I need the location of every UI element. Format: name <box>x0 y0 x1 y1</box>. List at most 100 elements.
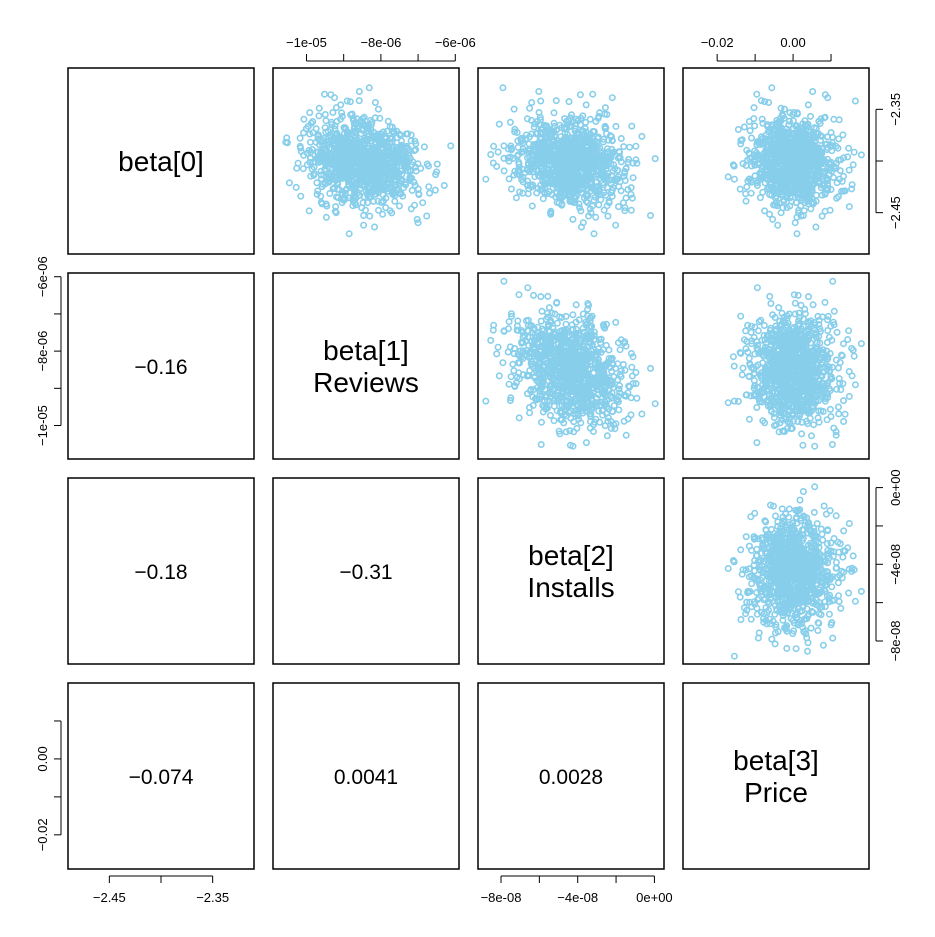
scatter-point <box>529 291 537 299</box>
scatter-point <box>786 166 794 174</box>
scatter-point <box>556 430 564 438</box>
scatter-point <box>588 202 596 210</box>
scatter-point <box>537 97 545 105</box>
scatter-point <box>511 382 519 390</box>
scatter-point <box>487 336 495 344</box>
scatter-point <box>620 143 628 151</box>
scatter-point <box>788 130 796 138</box>
scatter-point <box>799 190 807 198</box>
scatter-point <box>545 304 553 312</box>
scatter-point <box>549 360 557 368</box>
scatter-point <box>821 298 829 306</box>
scatter-point <box>786 202 794 210</box>
scatter-point <box>587 209 595 217</box>
scatter-point <box>592 350 600 358</box>
scatter-point <box>376 114 384 122</box>
scatter-point <box>807 131 815 139</box>
scatter-point <box>601 422 609 430</box>
scatter-point <box>592 118 600 126</box>
scatter-point <box>778 111 786 119</box>
scatter-point <box>300 129 308 137</box>
scatter-point <box>612 221 620 229</box>
scatter-point <box>747 189 755 197</box>
scatter-point <box>588 134 596 142</box>
scatter-point <box>582 174 590 182</box>
scatter-point <box>765 99 773 107</box>
scatter-point <box>535 88 543 96</box>
scatter-point <box>327 169 335 177</box>
scatter-point <box>591 158 599 166</box>
scatter-point <box>397 132 405 140</box>
scatter-point <box>819 162 827 170</box>
scatter-point <box>738 371 746 379</box>
scatter-point <box>790 143 798 151</box>
scatter-point <box>500 277 508 285</box>
scatter-point <box>524 284 532 292</box>
scatter-point <box>395 202 403 210</box>
scatter-point <box>813 174 821 182</box>
scatter-point <box>357 130 365 138</box>
scatter-point <box>534 354 542 362</box>
scatter-point <box>646 364 654 372</box>
scatter-point <box>312 125 320 133</box>
scatter-point <box>546 411 554 419</box>
scatter-point <box>359 199 367 207</box>
scatter-point <box>346 98 354 106</box>
scatter-point <box>589 427 597 435</box>
scatter-point <box>784 407 792 415</box>
scatter-point <box>828 147 836 155</box>
scatter-point <box>839 380 847 388</box>
scatter-point <box>573 387 581 395</box>
scatter-point <box>363 150 371 158</box>
scatter-point <box>845 166 853 174</box>
scatter-point <box>355 97 363 105</box>
scatter-point <box>395 157 403 165</box>
scatter-point <box>285 179 293 187</box>
scatter-point <box>359 176 367 184</box>
scatter-point <box>338 109 346 117</box>
scatter-point <box>412 167 420 175</box>
scatter-point <box>423 212 431 220</box>
scatter-point <box>776 419 784 427</box>
scatter-point <box>835 410 843 418</box>
scatter-point <box>795 124 803 132</box>
scatter-point <box>391 197 399 205</box>
scatter-point <box>802 159 810 167</box>
scatter-point <box>801 305 809 313</box>
scatter-point <box>816 339 824 347</box>
scatter-point <box>540 396 548 404</box>
scatter-point <box>588 342 596 350</box>
scatter-point <box>632 368 640 376</box>
panel-0-0 <box>67 67 255 255</box>
scatter-point <box>493 350 501 358</box>
scatter-point <box>365 124 373 132</box>
scatter-point <box>500 154 508 162</box>
scatter-point <box>730 362 738 370</box>
scatter-point <box>360 221 368 229</box>
scatter-point <box>818 313 826 321</box>
scatter-point <box>583 381 591 389</box>
scatter-point <box>369 197 377 205</box>
scatter-point <box>837 386 845 394</box>
scatter-point <box>587 412 595 420</box>
scatter-point <box>740 336 748 344</box>
scatter-point <box>797 202 805 210</box>
scatter-point <box>313 179 321 187</box>
scatter-point <box>379 128 387 136</box>
scatter-point <box>320 90 328 98</box>
panel-3-0 <box>67 682 255 870</box>
scatter-point <box>587 391 595 399</box>
scatter-point <box>426 189 434 197</box>
scatter-point <box>651 400 659 408</box>
scatter-point <box>628 122 636 130</box>
scatter-point <box>759 173 767 181</box>
scatter-point <box>751 122 759 130</box>
scatter-point <box>758 115 766 123</box>
scatter-point <box>851 381 859 389</box>
scatter-point <box>612 122 620 130</box>
scatter-point <box>536 169 544 177</box>
scatter-point <box>549 142 557 150</box>
scatter-point <box>615 406 623 414</box>
diag-label-beta2-sub: Installs <box>527 572 614 603</box>
